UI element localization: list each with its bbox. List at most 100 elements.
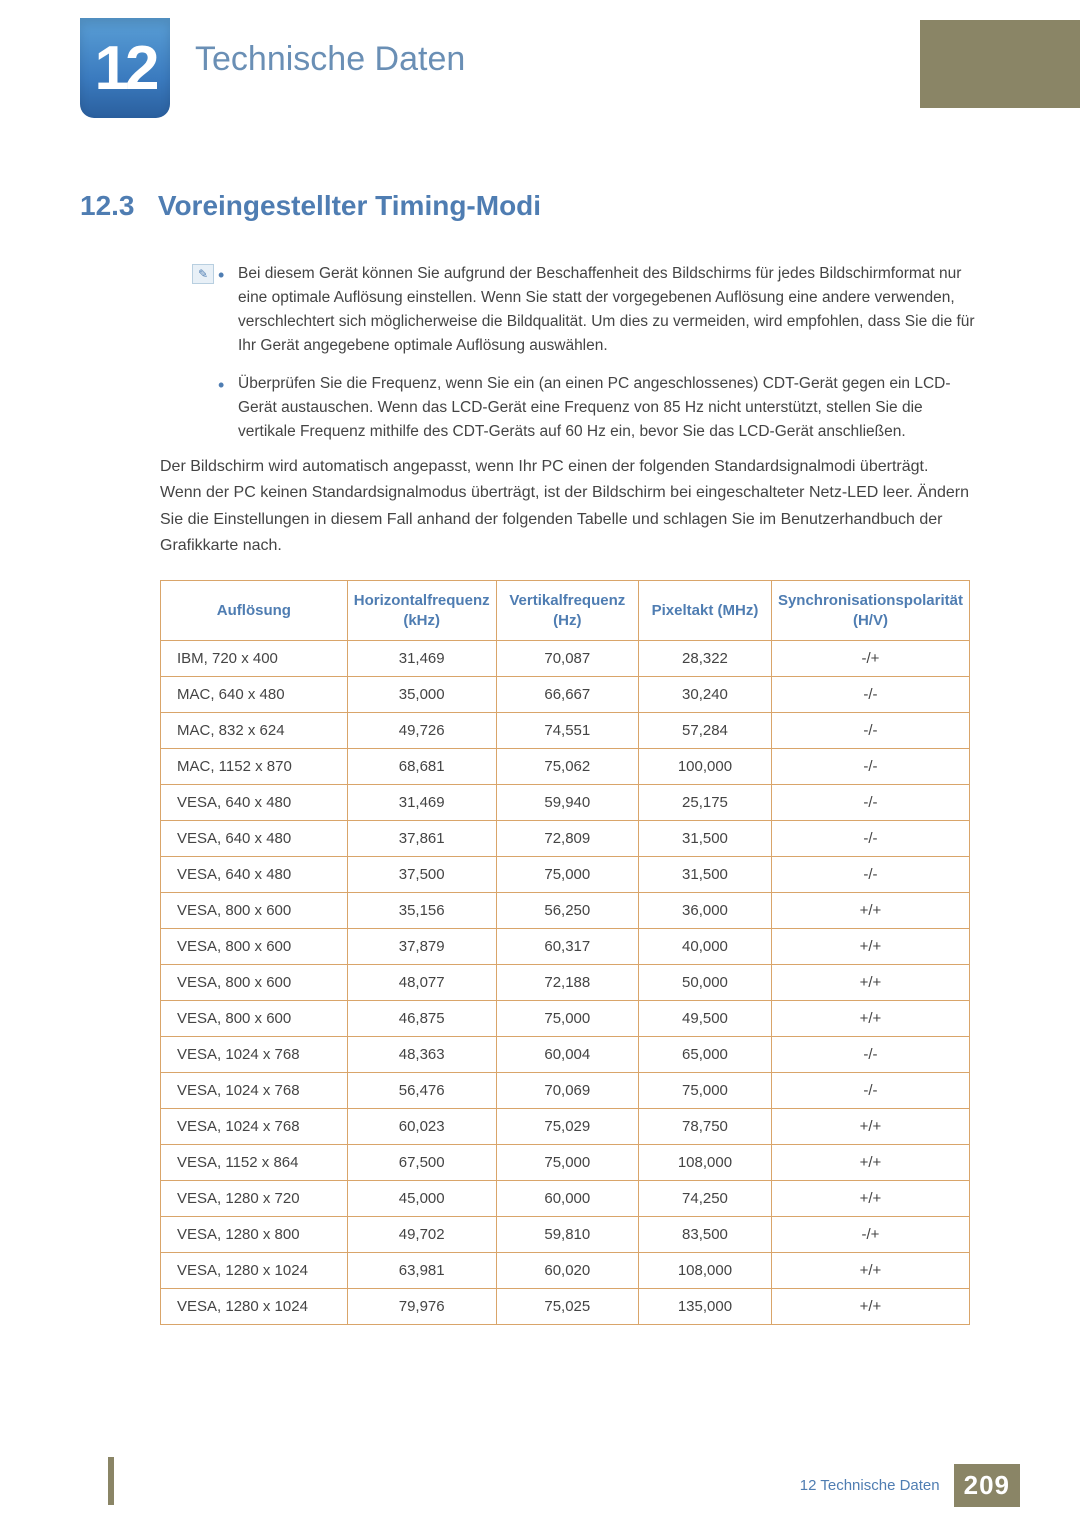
table-cell: 75,000 xyxy=(496,1145,638,1181)
table-cell: IBM, 720 x 400 xyxy=(161,641,348,677)
chapter-title: Technische Daten xyxy=(195,40,465,79)
table-cell: VESA, 640 x 480 xyxy=(161,785,348,821)
table-cell: MAC, 1152 x 870 xyxy=(161,749,348,785)
table-cell: 31,469 xyxy=(347,785,496,821)
table-row: VESA, 1280 x 102479,97675,025135,000+/+ xyxy=(161,1289,970,1325)
table-cell: VESA, 1024 x 768 xyxy=(161,1037,348,1073)
table-row: VESA, 1152 x 86467,50075,000108,000+/+ xyxy=(161,1145,970,1181)
table-cell: 75,000 xyxy=(496,1001,638,1037)
table-cell: 57,284 xyxy=(639,713,772,749)
note-bullet-list: Bei diesem Gerät können Sie aufgrund der… xyxy=(190,262,980,444)
table-cell: VESA, 800 x 600 xyxy=(161,965,348,1001)
table-cell: 31,469 xyxy=(347,641,496,677)
table-cell: 72,809 xyxy=(496,821,638,857)
table-row: VESA, 1024 x 76860,02375,02978,750+/+ xyxy=(161,1109,970,1145)
table-row: VESA, 1024 x 76856,47670,06975,000-/- xyxy=(161,1073,970,1109)
table-cell: VESA, 1152 x 864 xyxy=(161,1145,348,1181)
table-cell: 50,000 xyxy=(639,965,772,1001)
table-cell: +/+ xyxy=(771,1289,969,1325)
table-cell: 65,000 xyxy=(639,1037,772,1073)
table-cell: 72,188 xyxy=(496,965,638,1001)
table-row: VESA, 640 x 48037,50075,00031,500-/- xyxy=(161,857,970,893)
table-cell: VESA, 800 x 600 xyxy=(161,929,348,965)
table-cell: 108,000 xyxy=(639,1145,772,1181)
page-number-badge: 209 xyxy=(954,1464,1020,1507)
table-row: VESA, 800 x 60046,87575,00049,500+/+ xyxy=(161,1001,970,1037)
table-cell: -/- xyxy=(771,821,969,857)
table-row: VESA, 800 x 60048,07772,18850,000+/+ xyxy=(161,965,970,1001)
table-cell: 48,363 xyxy=(347,1037,496,1073)
table-cell: 59,940 xyxy=(496,785,638,821)
table-cell: +/+ xyxy=(771,1181,969,1217)
table-cell: 56,476 xyxy=(347,1073,496,1109)
table-cell: VESA, 1280 x 800 xyxy=(161,1217,348,1253)
table-cell: 79,976 xyxy=(347,1289,496,1325)
timing-modes-table: Auflösung Horizontalfrequenz (kHz) Verti… xyxy=(160,580,970,1325)
table-cell: 75,025 xyxy=(496,1289,638,1325)
footer-left-accent xyxy=(108,1457,114,1505)
table-cell: 135,000 xyxy=(639,1289,772,1325)
table-cell: 78,750 xyxy=(639,1109,772,1145)
table-cell: 108,000 xyxy=(639,1253,772,1289)
table-cell: 60,004 xyxy=(496,1037,638,1073)
table-cell: VESA, 1280 x 1024 xyxy=(161,1289,348,1325)
table-cell: 49,726 xyxy=(347,713,496,749)
table-cell: 74,250 xyxy=(639,1181,772,1217)
table-row: VESA, 1024 x 76848,36360,00465,000-/- xyxy=(161,1037,970,1073)
table-cell: 63,981 xyxy=(347,1253,496,1289)
section-number: 12.3 xyxy=(80,190,135,221)
table-cell: 48,077 xyxy=(347,965,496,1001)
table-cell: -/+ xyxy=(771,641,969,677)
col-pixelclock: Pixeltakt (MHz) xyxy=(639,581,772,641)
table-cell: -/- xyxy=(771,713,969,749)
table-row: VESA, 1280 x 102463,98160,020108,000+/+ xyxy=(161,1253,970,1289)
table-cell: 59,810 xyxy=(496,1217,638,1253)
table-row: VESA, 640 x 48037,86172,80931,500-/- xyxy=(161,821,970,857)
table-row: VESA, 1280 x 80049,70259,81083,500-/+ xyxy=(161,1217,970,1253)
col-vfreq: Vertikalfrequenz (Hz) xyxy=(496,581,638,641)
table-header-row: Auflösung Horizontalfrequenz (kHz) Verti… xyxy=(161,581,970,641)
table-cell: -/- xyxy=(771,785,969,821)
table-cell: -/- xyxy=(771,1073,969,1109)
table-cell: 49,702 xyxy=(347,1217,496,1253)
table-cell: +/+ xyxy=(771,965,969,1001)
table-cell: 35,000 xyxy=(347,677,496,713)
table-cell: VESA, 1024 x 768 xyxy=(161,1073,348,1109)
table-cell: 60,023 xyxy=(347,1109,496,1145)
table-cell: +/+ xyxy=(771,1001,969,1037)
table-cell: 35,156 xyxy=(347,893,496,929)
table-cell: 31,500 xyxy=(639,821,772,857)
table-cell: VESA, 640 x 480 xyxy=(161,857,348,893)
table-cell: +/+ xyxy=(771,1253,969,1289)
table-cell: -/- xyxy=(771,1037,969,1073)
table-cell: -/- xyxy=(771,677,969,713)
table-cell: 100,000 xyxy=(639,749,772,785)
table-cell: 56,250 xyxy=(496,893,638,929)
table-row: VESA, 640 x 48031,46959,94025,175-/- xyxy=(161,785,970,821)
table-cell: 40,000 xyxy=(639,929,772,965)
table-cell: -/- xyxy=(771,749,969,785)
table-cell: VESA, 1280 x 720 xyxy=(161,1181,348,1217)
table-cell: VESA, 800 x 600 xyxy=(161,893,348,929)
table-cell: 60,020 xyxy=(496,1253,638,1289)
note-bullet: Bei diesem Gerät können Sie aufgrund der… xyxy=(238,262,980,358)
table-cell: 67,500 xyxy=(347,1145,496,1181)
table-cell: 37,861 xyxy=(347,821,496,857)
footer-text: 12 Technische Daten xyxy=(800,1477,940,1494)
table-cell: 70,069 xyxy=(496,1073,638,1109)
table-cell: VESA, 640 x 480 xyxy=(161,821,348,857)
table-cell: 45,000 xyxy=(347,1181,496,1217)
table-cell: +/+ xyxy=(771,929,969,965)
table-row: MAC, 832 x 62449,72674,55157,284-/- xyxy=(161,713,970,749)
table-cell: 75,000 xyxy=(496,857,638,893)
header-accent-bar xyxy=(920,20,1080,108)
table-cell: 75,000 xyxy=(639,1073,772,1109)
table-cell: 30,240 xyxy=(639,677,772,713)
table-cell: 28,322 xyxy=(639,641,772,677)
table-cell: 68,681 xyxy=(347,749,496,785)
table-row: VESA, 800 x 60037,87960,31740,000+/+ xyxy=(161,929,970,965)
table-cell: 36,000 xyxy=(639,893,772,929)
section-heading: 12.3 Voreingestellter Timing-Modi xyxy=(80,190,541,222)
table-cell: +/+ xyxy=(771,893,969,929)
table-cell: 60,317 xyxy=(496,929,638,965)
